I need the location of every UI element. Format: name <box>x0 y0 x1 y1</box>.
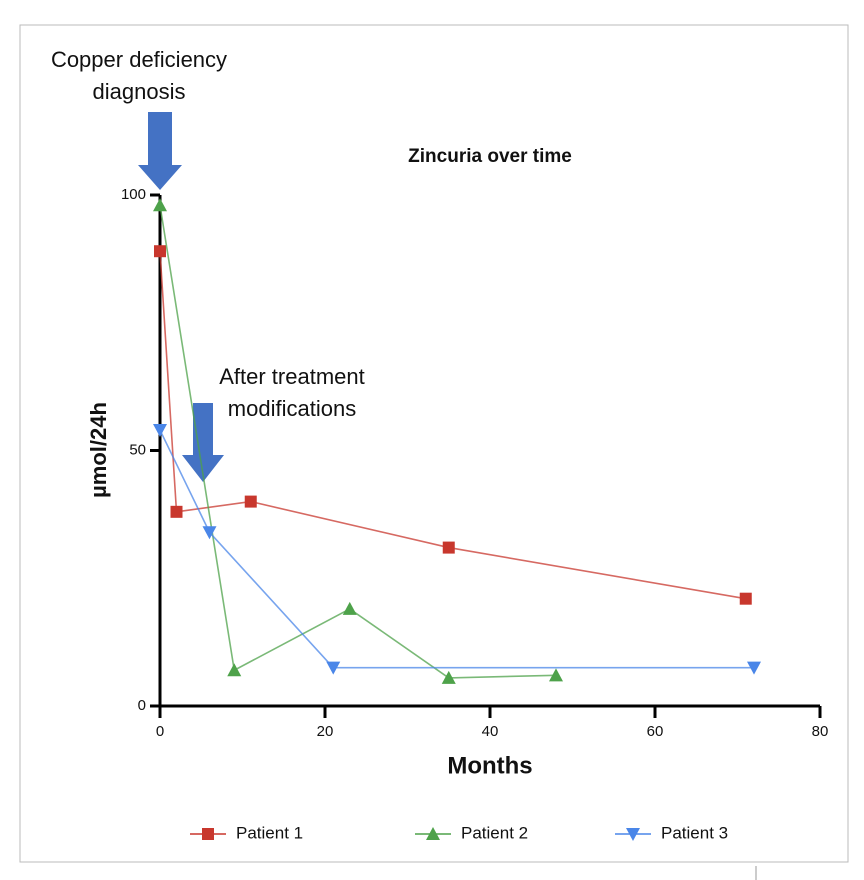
marker <box>170 505 183 518</box>
series-line <box>159 205 557 679</box>
marker <box>326 661 341 675</box>
legend-marker <box>202 828 214 840</box>
arrow <box>182 403 224 482</box>
x-tick-label: 60 <box>647 723 664 740</box>
y-tick-label: 50 <box>129 441 146 458</box>
annotation: After treatment <box>219 364 365 389</box>
x-tick-label: 0 <box>156 723 164 740</box>
legend-label: Patient 2 <box>461 823 528 842</box>
marker <box>202 526 217 540</box>
marker <box>153 424 167 438</box>
marker <box>549 668 563 682</box>
frame <box>19 24 849 863</box>
legend-marker <box>426 827 440 840</box>
legend-label: Patient 3 <box>661 823 728 842</box>
marker <box>154 245 166 258</box>
x-axis-label: Months <box>447 752 532 779</box>
legend-label: Patient 1 <box>236 823 303 842</box>
x-tick-label: 40 <box>482 723 499 740</box>
annotation: modifications <box>228 396 356 421</box>
y-tick-label: 0 <box>138 697 146 714</box>
x-tick-label: 80 <box>812 723 829 740</box>
chart-title: Zincuria over time <box>408 146 572 167</box>
y-tick-label: 100 <box>121 186 146 203</box>
y-axis-label: µmol/24h <box>86 402 111 498</box>
arrow <box>138 112 182 190</box>
marker <box>227 663 242 677</box>
marker <box>441 670 456 684</box>
series-line <box>159 429 754 669</box>
annotation: Copper deficiency <box>51 47 227 72</box>
marker <box>153 198 167 212</box>
marker <box>747 661 761 675</box>
legend-marker <box>626 828 640 841</box>
marker <box>739 592 752 605</box>
marker <box>342 601 357 615</box>
marker <box>442 541 455 554</box>
marker <box>244 495 257 508</box>
x-tick-label: 20 <box>317 723 334 740</box>
annotation: diagnosis <box>93 79 186 104</box>
